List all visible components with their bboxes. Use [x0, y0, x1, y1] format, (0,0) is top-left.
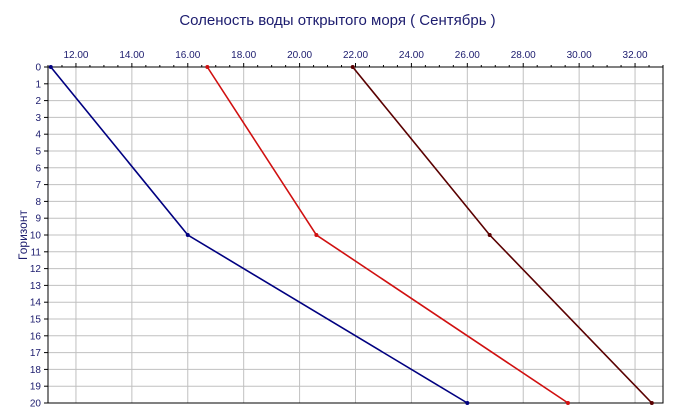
y-tick-label: 11	[31, 247, 42, 258]
y-tick-label: 12	[30, 264, 42, 275]
series-1-point	[185, 233, 190, 237]
series-1-point	[48, 65, 53, 69]
series-2-point	[565, 401, 570, 405]
x-tick-label: 32.00	[623, 50, 648, 61]
series-3-point	[487, 233, 492, 237]
y-tick-label: 9	[35, 214, 41, 225]
x-tick-label: 26.00	[455, 50, 480, 61]
y-tick-label: 19	[30, 382, 42, 393]
plot-frame	[47, 66, 664, 404]
series-3-point	[649, 401, 654, 405]
y-tick-label: 4	[35, 130, 41, 141]
series-2-point	[205, 65, 210, 69]
x-tick-label: 20.00	[287, 50, 312, 61]
chart-title: Соленость воды открытого моря ( Сентябрь…	[179, 12, 496, 29]
y-axis-title: Горизонт	[16, 210, 30, 260]
x-tick-label: 28.00	[511, 50, 536, 61]
y-tick-label: 10	[30, 231, 42, 242]
x-tick-label: 30.00	[567, 50, 592, 61]
x-tick-label: 24.00	[399, 50, 424, 61]
y-tick-label: 13	[30, 281, 42, 292]
y-tick-label: 8	[35, 197, 41, 208]
x-tick-label: 16.00	[175, 50, 200, 61]
y-tick-label: 15	[30, 315, 42, 326]
y-tick-label: 14	[30, 298, 42, 309]
y-tick-label: 7	[35, 180, 41, 191]
x-tick-label: 18.00	[231, 50, 256, 61]
y-tick-label: 0	[35, 63, 41, 74]
y-tick-label: 3	[35, 113, 41, 124]
y-tick-label: 2	[35, 96, 41, 107]
series-2-point	[314, 233, 319, 237]
y-tick-label: 17	[30, 348, 42, 359]
y-tick-label: 18	[30, 365, 42, 376]
y-tick-label: 1	[35, 79, 41, 90]
y-tick-label: 5	[35, 147, 41, 158]
x-tick-label: 12.00	[63, 50, 88, 61]
y-tick-label: 16	[30, 331, 42, 342]
y-tick-label: 20	[30, 399, 42, 410]
x-tick-label: 22.00	[343, 50, 368, 61]
series-1-point	[465, 401, 470, 405]
x-tick-label: 14.00	[119, 50, 144, 61]
y-tick-label: 6	[35, 163, 41, 174]
series-3-point	[350, 65, 355, 69]
